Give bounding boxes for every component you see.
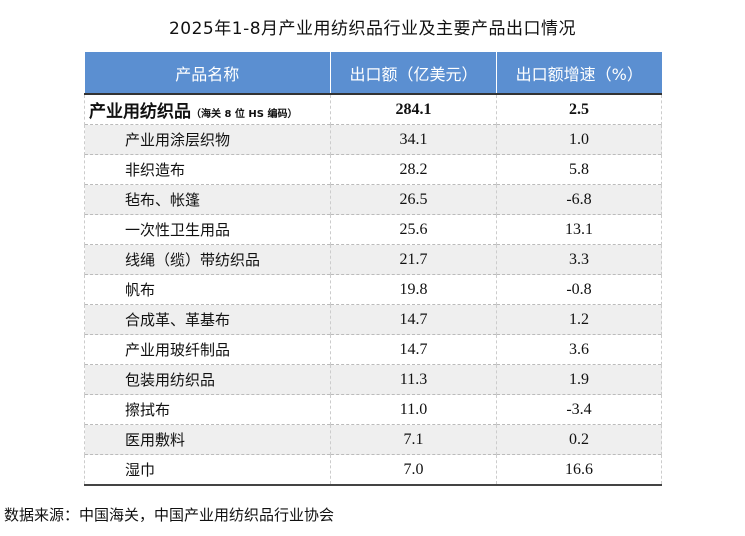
table-row: 非织造布 28.2 5.8 bbox=[84, 154, 662, 185]
table-row: 产业用玻纤制品 14.7 3.6 bbox=[84, 334, 662, 365]
table-row: 帆布 19.8 -0.8 bbox=[84, 274, 662, 305]
product-name-cell: 医用敷料 bbox=[84, 424, 331, 455]
growth-value-cell: 13.1 bbox=[496, 214, 662, 245]
growth-value-cell: 5.8 bbox=[496, 154, 662, 185]
export-value-cell: 26.5 bbox=[330, 184, 497, 215]
total-note: （海关 8 位 HS 编码） bbox=[191, 109, 298, 120]
table-row: 湿巾 7.0 16.6 bbox=[84, 454, 662, 486]
export-value-cell: 28.2 bbox=[330, 154, 497, 185]
total-name-cell: 产业用纺织品（海关 8 位 HS 编码） bbox=[84, 93, 331, 125]
growth-value-cell: -0.8 bbox=[496, 274, 662, 305]
growth-value-cell: 1.0 bbox=[496, 124, 662, 155]
table-title: 2025年1-8月产业用纺织品行业及主要产品出口情况 bbox=[168, 19, 577, 39]
export-value-cell: 11.3 bbox=[330, 364, 497, 395]
growth-value-cell: 1.9 bbox=[496, 364, 662, 395]
total-growth: 2.5 bbox=[496, 93, 662, 125]
header-row: 产品名称 出口额（亿美元） 出口额增速（%） bbox=[84, 52, 662, 94]
table-row: 毡布、帐篷 26.5 -6.8 bbox=[84, 184, 662, 215]
export-value-cell: 14.7 bbox=[330, 334, 497, 365]
data-source-note: 数据来源：中国海关，中国产业用纺织品行业协会 bbox=[4, 506, 335, 524]
product-name-cell: 线绳（缆）带纺织品 bbox=[84, 244, 331, 275]
product-name-cell: 湿巾 bbox=[84, 454, 331, 486]
table-row: 产业用涂层织物 34.1 1.0 bbox=[84, 124, 662, 155]
product-name-cell: 一次性卫生用品 bbox=[84, 214, 331, 245]
product-name-cell: 帆布 bbox=[84, 274, 331, 305]
growth-value-cell: 0.2 bbox=[496, 424, 662, 455]
product-name-cell: 擦拭布 bbox=[84, 394, 331, 425]
product-name-cell: 产业用玻纤制品 bbox=[84, 334, 331, 365]
export-value-cell: 34.1 bbox=[330, 124, 497, 155]
product-name-cell: 非织造布 bbox=[84, 154, 331, 185]
growth-value-cell: 1.2 bbox=[496, 304, 662, 335]
table-row: 包装用纺织品 11.3 1.9 bbox=[84, 364, 662, 395]
growth-value-cell: -6.8 bbox=[496, 184, 662, 215]
growth-value-cell: 3.3 bbox=[496, 244, 662, 275]
growth-value-cell: 3.6 bbox=[496, 334, 662, 365]
export-value-cell: 7.0 bbox=[330, 454, 497, 486]
growth-value-cell: -3.4 bbox=[496, 394, 662, 425]
table-row: 合成革、革基布 14.7 1.2 bbox=[84, 304, 662, 335]
total-export: 284.1 bbox=[330, 93, 497, 125]
product-name-cell: 毡布、帐篷 bbox=[84, 184, 331, 215]
export-value-cell: 7.1 bbox=[330, 424, 497, 455]
table-row: 医用敷料 7.1 0.2 bbox=[84, 424, 662, 455]
table-row: 一次性卫生用品 25.6 13.1 bbox=[84, 214, 662, 245]
export-value-cell: 21.7 bbox=[330, 244, 497, 275]
product-name-cell: 合成革、革基布 bbox=[84, 304, 331, 335]
column-header-growth: 出口额增速（%） bbox=[496, 52, 662, 94]
export-value-cell: 19.8 bbox=[330, 274, 497, 305]
growth-value-cell: 16.6 bbox=[496, 454, 662, 486]
product-name-cell: 包装用纺织品 bbox=[84, 364, 331, 395]
table-row: 线绳（缆）带纺织品 21.7 3.3 bbox=[84, 244, 662, 275]
table-row: 擦拭布 11.0 -3.4 bbox=[84, 394, 662, 425]
export-value-cell: 11.0 bbox=[330, 394, 497, 425]
column-header-export: 出口额（亿美元） bbox=[330, 52, 497, 94]
export-value-cell: 25.6 bbox=[330, 214, 497, 245]
column-header-product: 产品名称 bbox=[84, 52, 331, 94]
export-value-cell: 14.7 bbox=[330, 304, 497, 335]
product-name-cell: 产业用涂层织物 bbox=[84, 124, 331, 155]
export-table: 产品名称 出口额（亿美元） 出口额增速（%） 产业用纺织品（海关 8 位 HS … bbox=[84, 52, 662, 486]
total-row: 产业用纺织品（海关 8 位 HS 编码） 284.1 2.5 bbox=[84, 93, 662, 125]
total-name: 产业用纺织品 bbox=[89, 102, 191, 122]
